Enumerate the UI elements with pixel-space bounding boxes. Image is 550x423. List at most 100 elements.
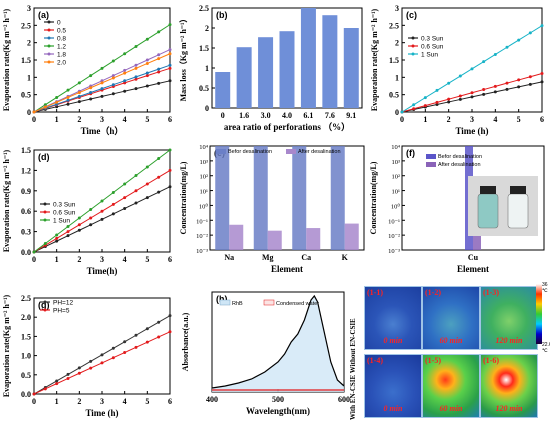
x-tick-label: 4 (493, 115, 497, 124)
legend-label: PH=12 (53, 300, 73, 307)
thermal-tile-time: 0 min (383, 336, 403, 345)
data-point (157, 320, 161, 324)
x-axis-label: Time (h) (455, 126, 488, 136)
data-point (134, 201, 138, 205)
vial-before-cap (480, 186, 496, 194)
x-tick-label: 3 (100, 255, 104, 264)
legend-swatch (219, 299, 231, 306)
x-tick-label: 6 (168, 115, 172, 124)
x-axis-label: Element (271, 264, 303, 274)
x-tick-label: 0 (32, 255, 36, 264)
legend-swatch (426, 154, 436, 159)
data-point (145, 58, 149, 62)
thermal-tile: (1-5) 60 min (422, 354, 480, 418)
x-tick-label: 6 (540, 115, 544, 124)
data-point (123, 206, 127, 210)
data-point (32, 250, 36, 254)
data-point (134, 77, 138, 81)
data-point (89, 208, 93, 211)
data-point (145, 165, 149, 169)
x-axis-label: Time(h) (87, 266, 118, 276)
data-point (100, 79, 104, 83)
data-point (123, 196, 127, 200)
panel-label: (c) (406, 10, 417, 20)
data-point (100, 199, 104, 203)
data-point (134, 44, 138, 48)
data-point (43, 105, 47, 109)
data-point (157, 67, 161, 71)
data-point (168, 314, 172, 318)
data-point (168, 66, 172, 70)
colorbar-max-label: 36 ℃ (542, 282, 548, 294)
y-tick-label: 2 (27, 39, 31, 48)
x-tick-label: 6.1 (303, 111, 313, 120)
y-tick-label: 3 (27, 4, 31, 13)
x-tick-label: 1 (55, 255, 59, 264)
chart-a: Time（h） Evaporation rate(Kg m⁻² h⁻¹) (a) 0 1… (2, 4, 172, 136)
data-point (458, 74, 462, 78)
x-tick-label: 600 (338, 395, 350, 404)
colorbar-min-label: 22.6 ℃ (542, 342, 550, 354)
x-tick-label: 7.6 (325, 111, 335, 120)
legend-label: 0 (57, 20, 61, 27)
legend-marker (411, 36, 415, 40)
panel-label: (f) (406, 148, 415, 158)
data-point (111, 356, 115, 360)
data-point (123, 52, 127, 56)
y-axis-label: Concentration(mg/L) (179, 161, 188, 234)
thermal-tile-time: 120 min (495, 336, 523, 345)
rhb-area (212, 296, 344, 392)
x-tick-label: 1 (423, 115, 427, 124)
x-tick-label: 1 (55, 397, 59, 406)
x-tick-label: 1 (55, 115, 59, 124)
data-point (89, 359, 93, 363)
legend-label: 1.8 (57, 52, 66, 59)
data-point (134, 174, 138, 177)
data-point (168, 330, 172, 334)
x-tick-label: 2 (77, 115, 81, 124)
y-tick-label: 1.5 (21, 146, 31, 155)
thermal-tile-time: 60 min (439, 336, 463, 345)
y-tick-label: 3 (395, 4, 399, 13)
series-line-RhB (211, 294, 345, 389)
legend-label: 0.6 Sun (421, 44, 444, 51)
x-tick-label: 9.1 (346, 111, 356, 120)
data-point (540, 72, 544, 76)
data-point (123, 81, 127, 85)
y-tick-label: 2.5 (21, 21, 31, 30)
data-point (111, 212, 115, 216)
x-tick-label: Mg (262, 253, 274, 262)
data-point (145, 340, 149, 344)
y-tick-label: 10² (392, 174, 401, 181)
legend-label: PH=5 (53, 308, 70, 315)
legend-swatch (216, 149, 226, 154)
thermal-tile: (1-6) 120 min (480, 354, 538, 418)
legend-label: 1 Sun (421, 52, 438, 59)
y-tick-label: 0.5 (389, 91, 399, 100)
data-point (157, 335, 161, 339)
data-point (505, 87, 509, 91)
data-point (134, 87, 138, 91)
data-point (168, 52, 172, 56)
data-point (111, 202, 115, 206)
legend-swatch (263, 299, 275, 306)
x-tick-label: 2 (447, 115, 451, 124)
data-point (55, 236, 59, 240)
y-tick-label: 0.9 (21, 187, 31, 196)
x-tick-label: 5 (145, 397, 149, 406)
data-point (493, 52, 497, 56)
y-tick-label: 10⁰ (391, 202, 401, 210)
y-axis-label: Absorbance(a.u.) (181, 312, 190, 371)
x-tick-label: Cu (468, 253, 479, 262)
x-tick-label: 400 (206, 395, 218, 404)
legend-label: 0.8 (57, 36, 66, 43)
y-tick-label: 1.5 (389, 56, 399, 65)
data-point (111, 191, 115, 194)
panel-label: (d) (38, 152, 50, 162)
panel-d: Time(h) Evaporation rate(Kg m⁻² h⁻¹) (d) 0 1… (0, 142, 178, 282)
y-axis-label: Mass loss（Kg m⁻² h⁻¹） (178, 15, 188, 102)
data-point (77, 100, 81, 104)
panel-label: (a) (38, 10, 49, 20)
legend-marker (47, 36, 51, 40)
chart-e: ElementConcentration(mg/L)(e)10⁻³10⁻²10⁻… (179, 144, 365, 274)
